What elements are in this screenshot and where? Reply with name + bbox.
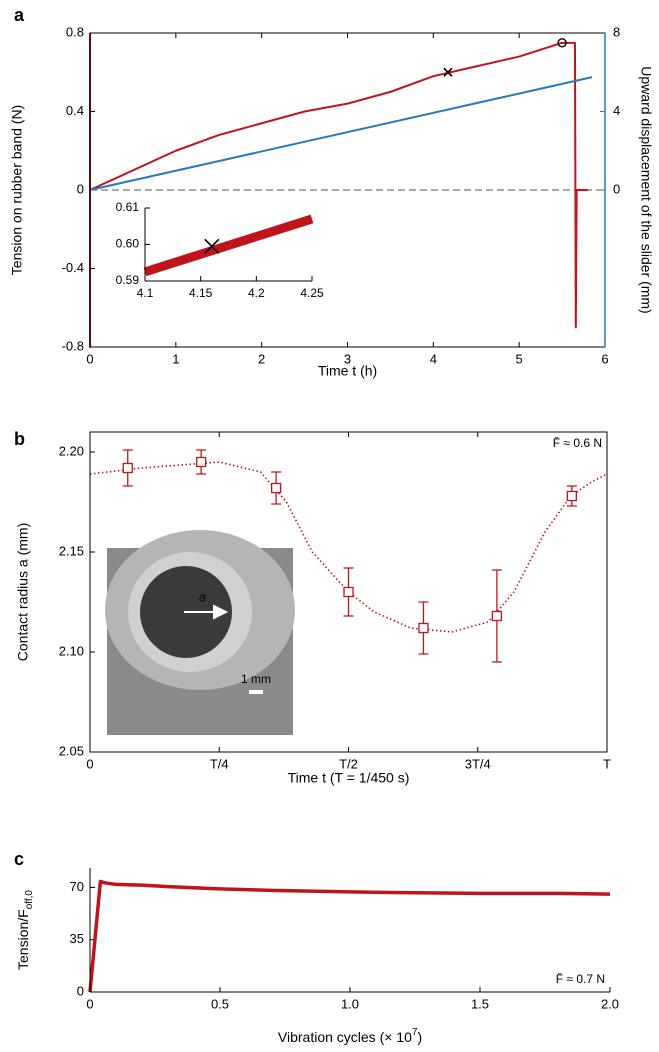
x-tick-label: T/2 xyxy=(339,756,358,771)
series-line xyxy=(143,214,314,277)
data-point xyxy=(491,610,503,622)
x-tick-label: 5 xyxy=(516,351,523,366)
y-axis-label: Tension/Foff,0 xyxy=(15,890,35,970)
marker-cross xyxy=(443,67,453,77)
series-line xyxy=(88,879,611,993)
data-point xyxy=(270,482,282,494)
x-axis-label-part: 7 xyxy=(412,1027,418,1038)
scale-bar xyxy=(249,690,263,694)
x-tick-label: 2 xyxy=(258,351,265,366)
y2-axis-label: Upward displacement of the slider (mm) xyxy=(638,66,654,313)
series-line xyxy=(89,33,588,348)
annotation: F̄ ≈ 0.7 N xyxy=(556,972,605,986)
y-axis-label-part: off,0 xyxy=(24,890,35,910)
data-point xyxy=(122,462,133,474)
x-tick-label: 0.5 xyxy=(211,996,229,1011)
marker-cross xyxy=(204,238,220,254)
y-tick-label: 0 xyxy=(77,181,84,196)
x-tick-label: 4.15 xyxy=(189,286,213,300)
y2-tick-label: 4 xyxy=(613,103,620,118)
x-tick-label: 1.0 xyxy=(341,996,359,1011)
data-point xyxy=(196,456,207,468)
y-axis-label: Contact radius a (mm) xyxy=(15,523,31,661)
y-axis-label: Tension on rubber band (N) xyxy=(9,105,25,275)
x-tick-label: 4.1 xyxy=(137,286,154,300)
x-axis-label-part: Vibration cycles (× 10 xyxy=(278,1029,412,1045)
y-tick-label: 2.20 xyxy=(59,443,84,458)
x-axis-label: Vibration cycles (× 107) xyxy=(278,1027,422,1045)
photo-inset: a 1 mm xyxy=(105,530,295,735)
panel-label: c xyxy=(14,849,24,869)
data-point xyxy=(343,586,354,598)
x-tick-label: 0 xyxy=(86,351,93,366)
x-axis-label: Time t (h) xyxy=(318,363,377,379)
x-tick-label: 4.2 xyxy=(248,286,265,300)
y-tick-label: 2.05 xyxy=(59,743,84,758)
x-tick-label: 1 xyxy=(172,351,179,366)
x-tick-label: 1.5 xyxy=(471,996,489,1011)
panel-label: a xyxy=(14,5,25,25)
y2-tick-label: 0 xyxy=(613,181,620,196)
x-tick-label: 3T/4 xyxy=(465,756,491,771)
y-tick-label: 35 xyxy=(70,931,84,946)
x-tick-label: T xyxy=(603,756,611,771)
y2-tick-label: 8 xyxy=(613,24,620,39)
y-tick-label: 70 xyxy=(70,879,84,894)
x-tick-label: 3 xyxy=(344,351,351,366)
marker-circle xyxy=(557,38,567,48)
annotation: F̄ ≈ 0.6 N xyxy=(553,436,602,450)
panel-label: b xyxy=(14,429,25,449)
y-axis-label-part: Tension/F xyxy=(15,909,31,970)
y-tick-label: 0 xyxy=(77,983,84,998)
x-axis-label: Time t (T = 1/450 s) xyxy=(288,770,410,786)
plot-frame xyxy=(89,431,608,753)
x-tick-label: 0 xyxy=(86,756,93,771)
x-tick-label: 2.0 xyxy=(601,996,619,1011)
x-axis-label-part: ) xyxy=(417,1029,422,1045)
x-tick-label: T/4 xyxy=(210,756,229,771)
radius-label: a xyxy=(199,589,206,604)
x-tick-label: 6 xyxy=(601,351,608,366)
y-tick-label: 0.61 xyxy=(116,200,140,214)
scale-label: 1 mm xyxy=(241,672,271,686)
y-tick-label: 0.8 xyxy=(66,24,84,39)
y-tick-label: -0.8 xyxy=(62,338,84,353)
x-tick-label: 4.25 xyxy=(300,286,324,300)
radius-arrow xyxy=(184,604,229,620)
data-point xyxy=(418,622,429,634)
series-line xyxy=(89,76,593,191)
y-tick-label: -0.4 xyxy=(62,260,84,275)
y-tick-label: 2.15 xyxy=(59,543,84,558)
y-tick-label: 0.60 xyxy=(116,237,140,251)
x-tick-label: 4 xyxy=(430,351,437,366)
data-point xyxy=(566,490,577,502)
y-tick-label: 2.10 xyxy=(59,643,84,658)
y-tick-label: 0.4 xyxy=(66,103,84,118)
x-tick-label: 0 xyxy=(86,996,93,1011)
y-tick-label: 0.59 xyxy=(116,273,140,287)
